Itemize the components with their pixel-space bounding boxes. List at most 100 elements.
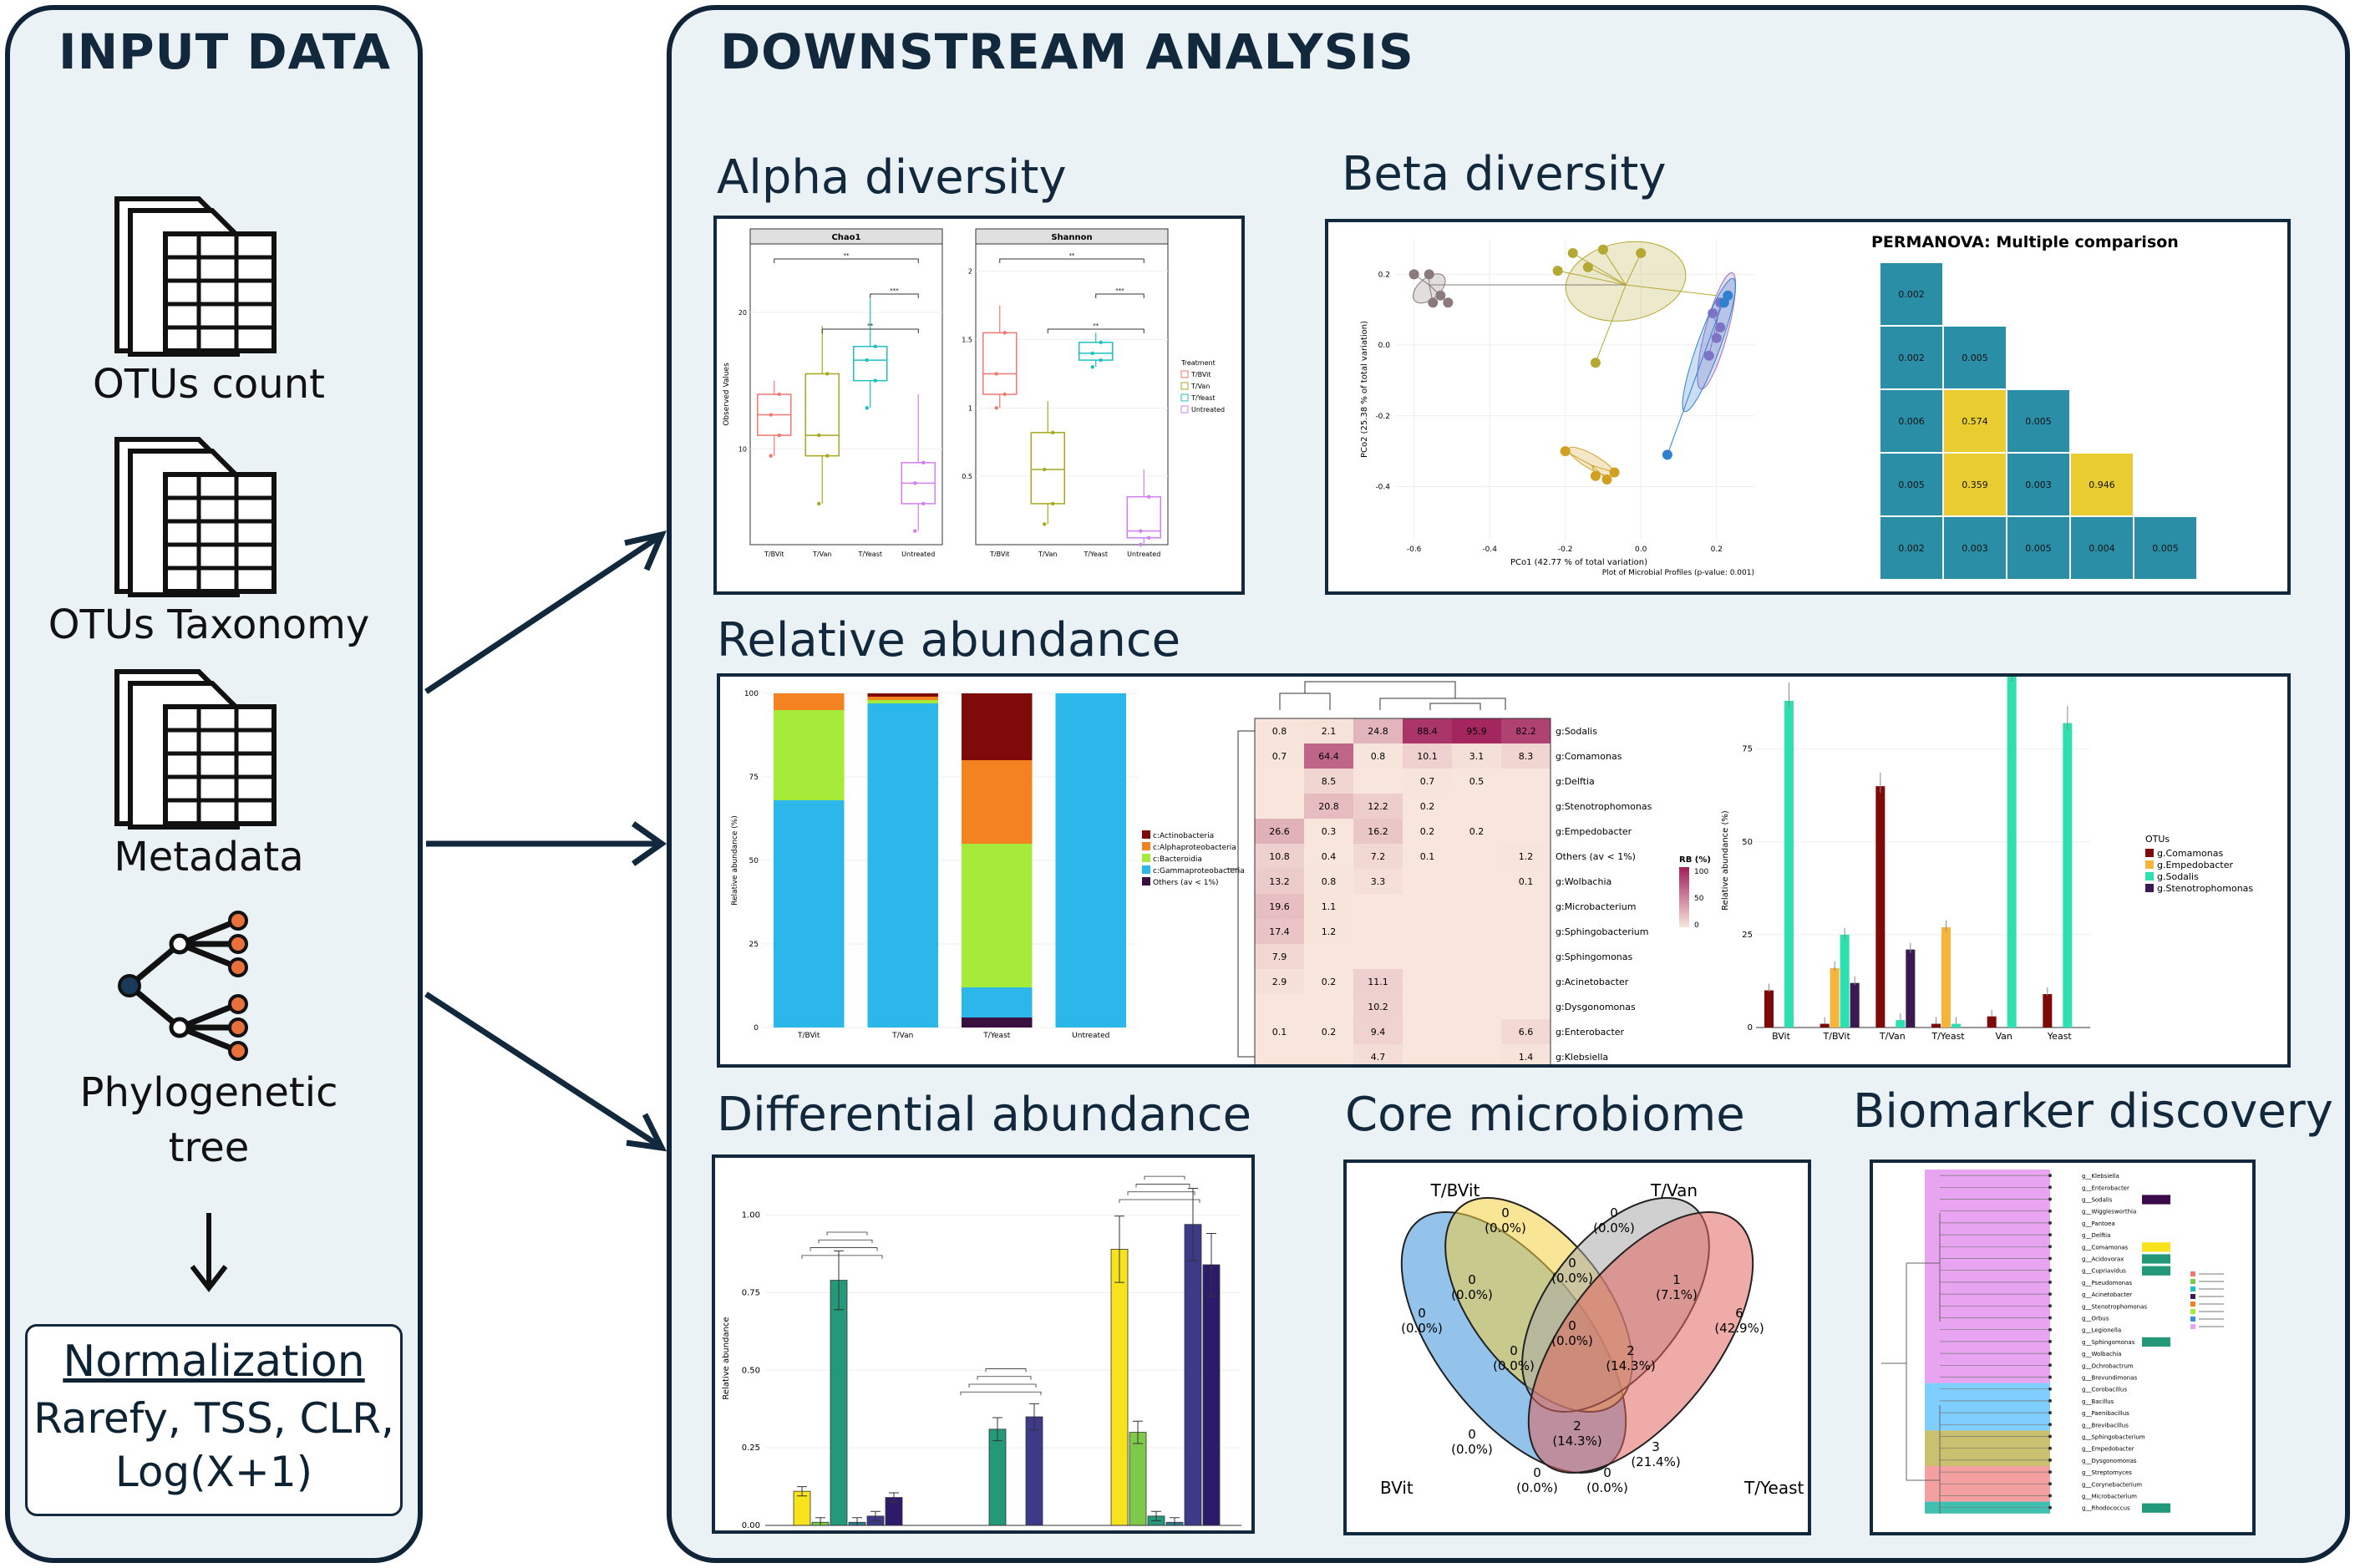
heatmap-cell — [1452, 794, 1501, 819]
venn-count: 6 — [1735, 1306, 1743, 1321]
heatmap-value: 0.7 — [1272, 751, 1287, 762]
heatmap-cell — [1403, 794, 1452, 819]
heatmap-cell — [1255, 718, 1304, 743]
biomarker-taxon-label: g__Paenibacillus — [2082, 1410, 2129, 1417]
group-bar — [2063, 723, 2073, 1028]
alpha-point — [1090, 365, 1094, 369]
alpha-point — [825, 372, 830, 376]
venn-count: 0 — [1501, 1205, 1510, 1220]
heatmap-cell — [1452, 894, 1501, 919]
heatmap-cell — [1501, 844, 1551, 869]
pcoa-xtick: 0.0 — [1635, 546, 1647, 554]
alpha-point — [777, 392, 781, 397]
alpha-ytick: 1 — [968, 404, 972, 412]
heatmap-value: 0.1 — [1519, 876, 1534, 887]
stack-segment — [962, 1017, 1033, 1028]
heatmap-cell — [1255, 1019, 1304, 1044]
group-ytick: 25 — [1742, 931, 1753, 940]
pcoa-spoke — [1667, 298, 1725, 455]
group-legend-swatch — [2145, 884, 2154, 892]
diff-ytick: 0.50 — [742, 1366, 760, 1375]
alpha-legend-label: T/Van — [1190, 383, 1210, 390]
heatmap-cell — [1403, 769, 1452, 794]
pcoa-point — [1703, 350, 1714, 361]
diff-errorbar — [889, 1492, 899, 1503]
biomarker-leaf — [2048, 1398, 2052, 1403]
biomarker-leaf — [2048, 1292, 2052, 1297]
heatmap-value: 10.1 — [1417, 751, 1438, 762]
heatmap-value: 11.1 — [1368, 977, 1388, 987]
biomarker-abundance-bar — [2142, 1503, 2170, 1513]
biomarker-taxon-label: g__Wolbachia — [2082, 1351, 2121, 1357]
heatmap-cell — [1304, 919, 1353, 944]
biomarker-taxon-label: g__Brevibacillus — [2082, 1422, 2129, 1428]
stack-legend-label: c:Actinobacteria — [1153, 832, 1214, 840]
heatmap-cell — [1452, 718, 1501, 743]
relab-frame: Relative abundance (%) 0 25 50 75 100 T/BVit T/… — [717, 673, 2291, 1068]
alpha-legend-swatch — [1180, 382, 1189, 390]
heatmap-row-label: Others (av < 1%) — [1556, 851, 1636, 862]
alpha-box — [1079, 342, 1114, 361]
diff-errorbar — [797, 1486, 807, 1497]
heatmap-cell — [1353, 869, 1403, 894]
venn-pct: (0.0%) — [1485, 1220, 1526, 1236]
heatmap-legend-tick: 50 — [1694, 895, 1704, 903]
alpha-sig-bracket — [821, 328, 919, 333]
pcoa-point — [1582, 261, 1593, 272]
biomarker-leaf — [2048, 1220, 2052, 1225]
group-bar — [1931, 1023, 1941, 1028]
group-ytick: 0 — [1748, 1023, 1753, 1033]
heatmap-cell — [1452, 819, 1501, 844]
pcoa-xtick: -0.6 — [1407, 546, 1422, 554]
heatmap-cell — [1501, 794, 1551, 819]
permanova-value: 0.005 — [2025, 416, 2052, 427]
biomarker-leaf — [2048, 1446, 2052, 1450]
alpha-sig-bracket — [774, 258, 919, 263]
biomarker-legend-swatch — [2190, 1294, 2195, 1299]
stack-legend-swatch — [1142, 830, 1150, 839]
heatmap-cell — [1501, 994, 1551, 1019]
venn-count: 0 — [1603, 1465, 1611, 1480]
alpha-box — [853, 345, 888, 382]
permanova-value: 0.002 — [1898, 353, 1925, 363]
down-arrow-icon — [190, 1213, 228, 1292]
biomarker-leaf — [2048, 1185, 2052, 1190]
alpha-sig-bracket — [999, 258, 1145, 263]
permanova-value: 0.002 — [1898, 289, 1925, 300]
venn-pct: (0.0%) — [1493, 1358, 1535, 1373]
venn-count: 0 — [1468, 1427, 1476, 1442]
heatmap-cell — [1353, 919, 1403, 944]
heatmap-cell — [1255, 844, 1304, 869]
venn-pct: (0.0%) — [1451, 1442, 1493, 1457]
pcoa-ylabel: PCo2 (25.38 % of total variation) — [1360, 321, 1369, 458]
venn-pct: (0.0%) — [1551, 1271, 1593, 1286]
heatmap-row-label: g:Stenotrophomonas — [1556, 801, 1652, 812]
biomarker-leaf — [2048, 1411, 2052, 1415]
heatmap-cell — [1403, 743, 1452, 769]
venn-count: 2 — [1573, 1418, 1581, 1434]
diff-errorbar — [1029, 1403, 1039, 1431]
group-legend-label: g.Sodalis — [2157, 871, 2199, 882]
heatmap-value: 95.9 — [1466, 726, 1487, 737]
group-bar — [1850, 982, 1860, 1028]
diff-sig-bracket — [977, 1376, 1032, 1380]
diff-sig-bracket — [818, 1239, 873, 1244]
group-bar — [1987, 1016, 1997, 1028]
alpha-point — [865, 358, 869, 363]
alpha-xtick: T/BVit — [989, 551, 1009, 558]
group-legend-label: g.Empedobacter — [2157, 860, 2233, 870]
alpha-point — [1043, 522, 1047, 526]
venn-pct: (0.0%) — [1551, 1333, 1593, 1348]
heatmap-cell — [1304, 743, 1353, 769]
heatmap-cell — [1353, 844, 1403, 869]
heatmap-cell — [1403, 844, 1452, 869]
pcoa-spoke — [1625, 252, 1642, 286]
biomarker-abundance-bar — [2142, 1242, 2170, 1252]
permanova-value: 0.946 — [2089, 480, 2115, 490]
flow-arrows — [424, 530, 667, 1152]
heatmap-cell — [1353, 769, 1403, 794]
heatmap-cell — [1501, 944, 1551, 969]
heatmap-value: 10.2 — [1368, 1002, 1388, 1012]
heatmap-row-label: g:Klebsiella — [1556, 1052, 1608, 1063]
stack-segment — [962, 844, 1033, 987]
